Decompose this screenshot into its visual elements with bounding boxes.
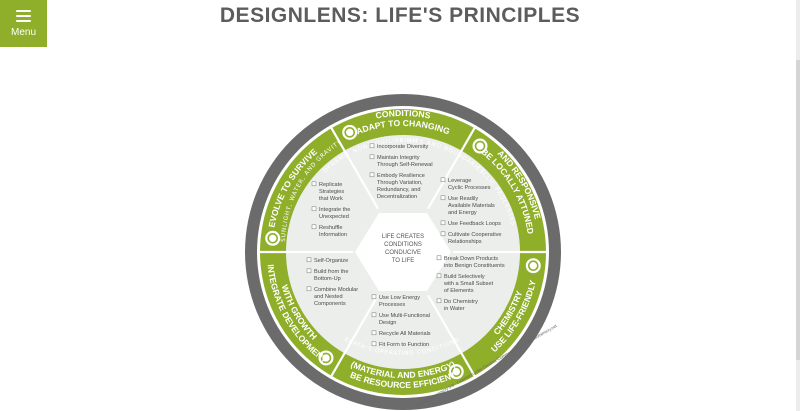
principle-item: Recycle All Materials xyxy=(379,331,431,337)
principle-item: Use Readily xyxy=(448,196,478,202)
principle-item: Redundancy, and xyxy=(377,187,420,193)
checkbox-icon xyxy=(369,143,375,149)
principle-item: Self-Organize xyxy=(314,258,348,264)
checkbox-icon xyxy=(369,154,375,160)
principle-item: Fit Form to Function xyxy=(379,342,429,348)
principle-item: Use Feedback Loops xyxy=(448,221,501,227)
principle-item: Use Low Energy xyxy=(379,295,420,301)
principle-item: Unexpected xyxy=(319,214,349,220)
recycle-icon xyxy=(318,350,334,366)
segment-divider xyxy=(427,294,477,379)
center-hexagon xyxy=(355,213,451,291)
principle-item: Processes xyxy=(379,302,405,308)
principle-item: Through Variation, xyxy=(377,180,423,186)
menu-button[interactable]: Menu xyxy=(0,0,47,47)
page-title: DESIGNLENS: LIFE'S PRINCIPLES xyxy=(219,4,581,27)
principle-item: Break Down Products xyxy=(444,256,498,262)
principle-item: Build Selectively xyxy=(444,274,485,280)
principle-item: Strategies xyxy=(319,189,344,195)
principle-item: Cultivate Cooperative xyxy=(448,232,501,238)
circles-icon xyxy=(342,124,358,140)
checkbox-icon xyxy=(311,224,317,230)
principle-item: Use Multi-Functional xyxy=(379,313,430,319)
principle-item: Design xyxy=(379,320,396,326)
principle-item: Cyclic Processes xyxy=(448,185,491,191)
principle-item: Decentralization xyxy=(377,194,417,200)
checkbox-icon xyxy=(311,206,317,212)
principle-item: Relationships xyxy=(448,239,482,245)
principle-item: Bottom-Up xyxy=(314,276,341,282)
principle-item: that Work xyxy=(319,196,343,202)
principle-item: Embody Resilience xyxy=(377,173,425,179)
checkbox-icon xyxy=(371,294,377,300)
principle-item: Integrate the xyxy=(319,207,350,213)
scrollbar-thumb[interactable] xyxy=(796,60,800,360)
checkbox-icon xyxy=(371,312,377,318)
checkbox-icon xyxy=(436,255,442,261)
principle-item: Available Materials xyxy=(448,203,495,209)
principle-item: Components xyxy=(314,301,346,307)
checkbox-icon xyxy=(440,177,446,183)
cycle-arrows-icon xyxy=(472,138,488,154)
checkbox-icon xyxy=(440,220,446,226)
checkbox-icon xyxy=(440,231,446,237)
target-icon xyxy=(265,230,281,246)
principle-item: Do Chemistry xyxy=(444,299,478,305)
checkbox-icon xyxy=(440,195,446,201)
principle-item: into Benign Constituents xyxy=(444,263,505,269)
checkbox-icon xyxy=(306,286,312,292)
center-line-1: LIFE CREATES xyxy=(382,234,424,240)
principle-item: Maintain Integrity xyxy=(377,155,420,161)
center-line-3: CONDUCIVE xyxy=(385,250,421,256)
principle-item: and Energy xyxy=(448,210,477,216)
hamburger-icon xyxy=(16,10,31,25)
drop-icon xyxy=(448,364,464,380)
principle-item: with a Small Subset xyxy=(443,281,494,287)
checkbox-icon xyxy=(436,273,442,279)
principle-item: in Water xyxy=(444,306,465,312)
principle-item: Through Self-Renewal xyxy=(377,162,433,168)
checkbox-icon xyxy=(369,172,375,178)
segment-dividers xyxy=(257,125,549,379)
checkbox-icon xyxy=(371,330,377,336)
principle-item: Reshuffle xyxy=(319,225,343,231)
leaf-icon xyxy=(525,258,541,274)
checkbox-icon xyxy=(436,298,442,304)
principle-item: Incorporate Diversity xyxy=(377,144,428,150)
segment-divider xyxy=(329,294,379,379)
segment-divider xyxy=(427,125,477,210)
segment-divider xyxy=(329,125,379,210)
principle-item: and Nested xyxy=(314,294,343,300)
principle-item: of Elements xyxy=(444,288,474,294)
principle-item: Information xyxy=(319,232,347,238)
center-text: LIFE CREATES CONDITIONS CONDUCIVE TO LIF… xyxy=(382,234,424,264)
checkbox-icon xyxy=(306,268,312,274)
principle-item: Combine Modular xyxy=(314,287,358,293)
menu-label: Menu xyxy=(10,27,36,38)
checkbox-icon xyxy=(371,341,377,347)
checkbox-icon xyxy=(306,257,312,263)
principle-item: Replicate xyxy=(319,182,342,188)
checkbox-icon xyxy=(311,181,317,187)
principle-item: Build from the xyxy=(314,269,349,275)
center-line-2: CONDITIONS xyxy=(384,242,422,248)
center-line-4: TO LIFE xyxy=(392,258,415,264)
segment-title-line: CONDITIONS xyxy=(375,108,432,121)
principle-item: Leverage xyxy=(448,178,471,184)
